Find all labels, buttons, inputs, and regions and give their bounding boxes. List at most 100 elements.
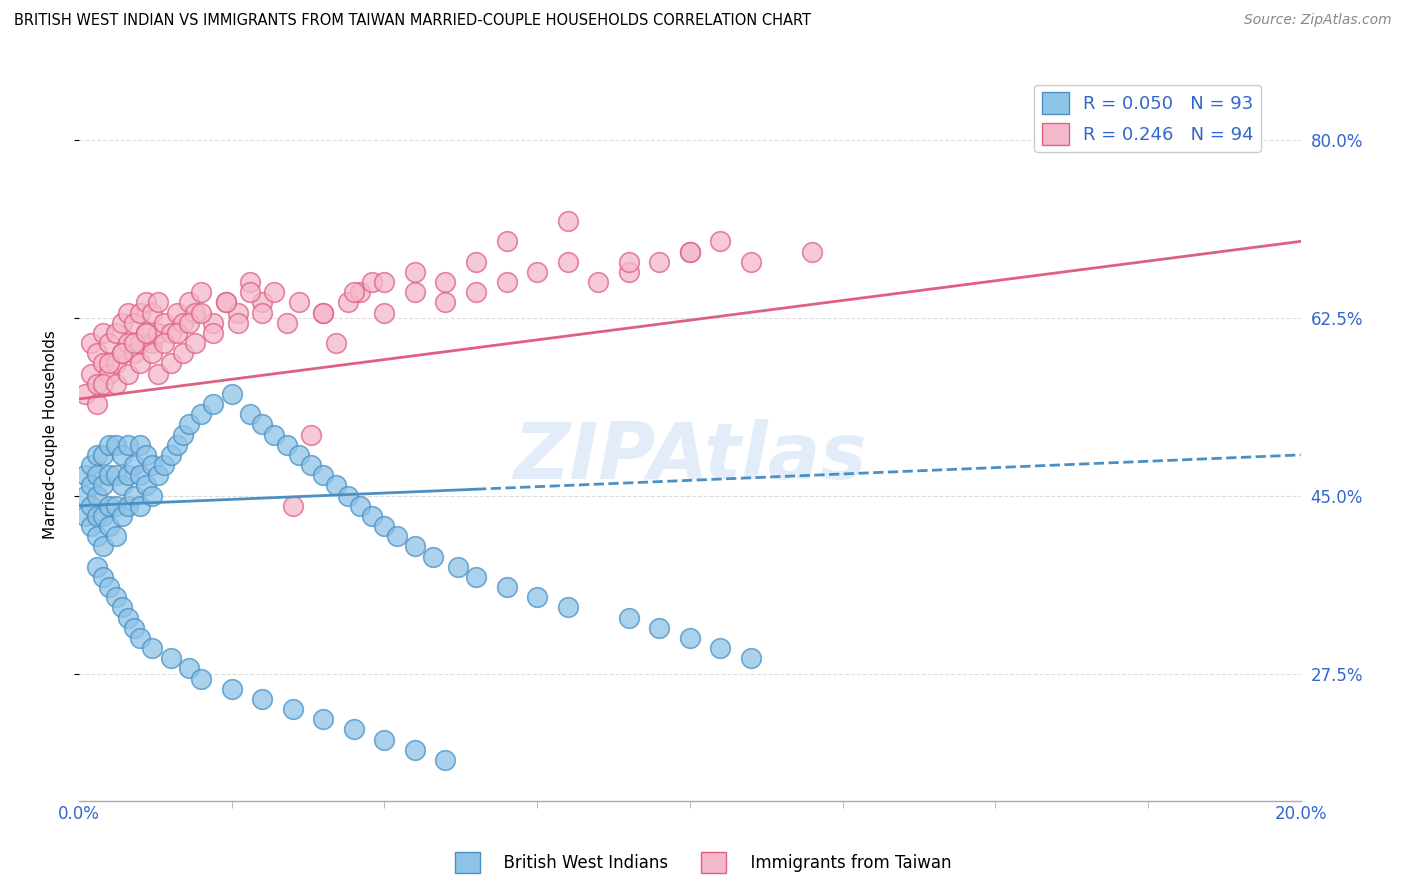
- Point: [98, 580, 121, 594]
- Point: [111, 448, 134, 462]
- Point: [263, 285, 285, 300]
- Point: [73, 508, 96, 523]
- Point: [104, 468, 127, 483]
- Point: [617, 254, 640, 268]
- Point: [679, 631, 702, 645]
- Point: [80, 367, 103, 381]
- Point: [190, 285, 212, 300]
- Point: [281, 499, 304, 513]
- Point: [93, 478, 115, 492]
- Point: [177, 316, 200, 330]
- Point: [93, 356, 115, 370]
- Point: [226, 316, 249, 330]
- Point: [336, 295, 359, 310]
- Point: [80, 458, 103, 472]
- Point: [404, 285, 426, 300]
- Point: [648, 621, 671, 635]
- Point: [648, 254, 671, 268]
- Point: [86, 468, 108, 483]
- Point: [679, 244, 702, 259]
- Point: [373, 275, 395, 289]
- Point: [111, 346, 134, 360]
- Point: [557, 214, 579, 228]
- Point: [129, 499, 152, 513]
- Point: [122, 621, 145, 635]
- Point: [447, 559, 470, 574]
- Point: [104, 356, 127, 370]
- Point: [141, 336, 163, 351]
- Point: [117, 367, 139, 381]
- Point: [586, 275, 609, 289]
- Point: [86, 529, 108, 543]
- Point: [141, 458, 163, 472]
- Point: [80, 478, 103, 492]
- Point: [98, 367, 121, 381]
- Point: [135, 478, 157, 492]
- Point: [117, 610, 139, 624]
- Point: [434, 753, 457, 767]
- Point: [86, 376, 108, 391]
- Point: [122, 336, 145, 351]
- Point: [184, 336, 207, 351]
- Point: [122, 346, 145, 360]
- Point: [153, 316, 176, 330]
- Point: [111, 600, 134, 615]
- Point: [129, 438, 152, 452]
- Point: [299, 458, 322, 472]
- Point: [98, 468, 121, 483]
- Point: [709, 641, 731, 656]
- Point: [159, 651, 181, 665]
- Point: [122, 316, 145, 330]
- Point: [104, 591, 127, 605]
- Legend: R = 0.050   N = 93, R = 0.246   N = 94: R = 0.050 N = 93, R = 0.246 N = 94: [1035, 85, 1261, 153]
- Point: [617, 610, 640, 624]
- Point: [250, 305, 273, 319]
- Point: [276, 316, 298, 330]
- Point: [73, 489, 96, 503]
- Point: [465, 254, 488, 268]
- Point: [148, 326, 170, 340]
- Text: BRITISH WEST INDIAN VS IMMIGRANTS FROM TAIWAN MARRIED-COUPLE HOUSEHOLDS CORRELAT: BRITISH WEST INDIAN VS IMMIGRANTS FROM T…: [14, 13, 811, 29]
- Point: [250, 417, 273, 432]
- Point: [226, 305, 249, 319]
- Point: [288, 448, 311, 462]
- Point: [135, 326, 157, 340]
- Point: [98, 336, 121, 351]
- Point: [801, 244, 824, 259]
- Point: [73, 468, 96, 483]
- Point: [373, 519, 395, 533]
- Point: [495, 235, 517, 249]
- Point: [709, 235, 731, 249]
- Point: [117, 468, 139, 483]
- Point: [86, 346, 108, 360]
- Point: [117, 499, 139, 513]
- Point: [281, 702, 304, 716]
- Point: [202, 316, 225, 330]
- Point: [93, 448, 115, 462]
- Point: [172, 346, 194, 360]
- Point: [98, 519, 121, 533]
- Point: [117, 336, 139, 351]
- Point: [111, 316, 134, 330]
- Point: [214, 295, 236, 310]
- Point: [740, 651, 762, 665]
- Point: [141, 346, 163, 360]
- Point: [135, 295, 157, 310]
- Point: [159, 326, 181, 340]
- Point: [336, 489, 359, 503]
- Point: [404, 743, 426, 757]
- Point: [190, 407, 212, 421]
- Point: [153, 458, 176, 472]
- Point: [404, 265, 426, 279]
- Point: [263, 427, 285, 442]
- Point: [80, 499, 103, 513]
- Point: [526, 265, 548, 279]
- Point: [250, 295, 273, 310]
- Point: [299, 427, 322, 442]
- Point: [104, 438, 127, 452]
- Point: [93, 540, 115, 554]
- Point: [166, 326, 188, 340]
- Point: [104, 326, 127, 340]
- Point: [495, 275, 517, 289]
- Point: [129, 468, 152, 483]
